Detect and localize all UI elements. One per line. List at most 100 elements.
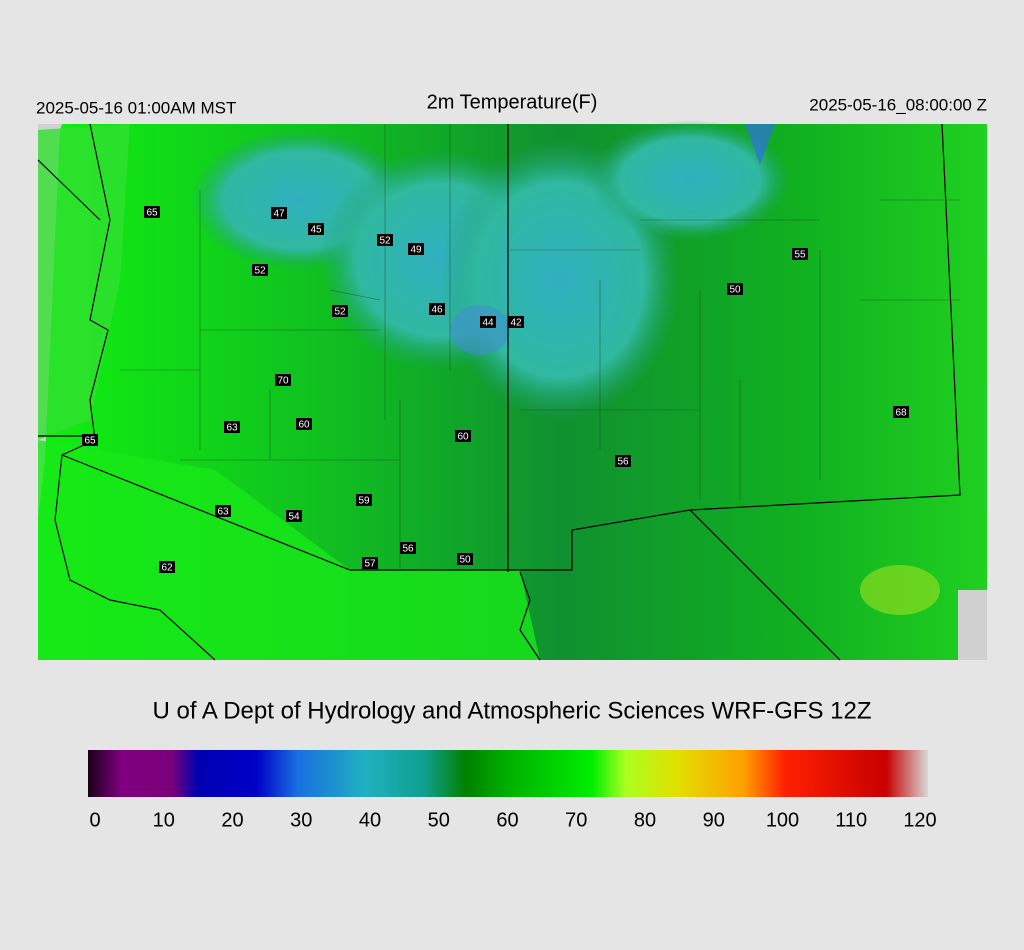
- station-box: [308, 223, 324, 235]
- station: 59: [356, 494, 372, 507]
- valid-time: 2025-05-16_08:00:00 Z: [809, 95, 987, 114]
- station-value: 42: [510, 318, 522, 329]
- station-value: 60: [457, 432, 469, 443]
- station-value: 47: [273, 209, 285, 220]
- station-value: 57: [364, 559, 376, 570]
- station-value: 50: [459, 555, 471, 566]
- colorbar-tick-label: 50: [428, 809, 450, 831]
- station-box: [286, 510, 302, 522]
- colorbar-tick-label: 70: [565, 809, 587, 831]
- station-box: [408, 243, 424, 255]
- credit: U of A Dept of Hydrology and Atmospheric…: [153, 697, 872, 724]
- station-value: 59: [358, 496, 370, 507]
- station-value: 44: [482, 318, 494, 329]
- station: 57: [362, 557, 378, 570]
- station-box: [159, 561, 175, 573]
- station-box: [275, 374, 291, 386]
- station: 62: [159, 561, 175, 574]
- station-box: [792, 248, 808, 260]
- colorbar-tick-label: 60: [496, 809, 518, 831]
- station: 70: [275, 374, 291, 387]
- station: 50: [727, 283, 743, 296]
- station-box: [727, 283, 743, 295]
- station-box: [615, 455, 631, 467]
- station: 60: [455, 430, 471, 443]
- station: 52: [377, 234, 393, 247]
- station-box: [377, 234, 393, 246]
- station-value: 65: [84, 436, 96, 447]
- colorbar-tick-label: 30: [290, 809, 312, 831]
- station: 52: [252, 264, 268, 277]
- station-box: [271, 207, 287, 219]
- station-box: [224, 421, 240, 433]
- station-value: 50: [729, 285, 741, 296]
- station-box: [400, 542, 416, 554]
- station: 42: [508, 316, 524, 329]
- colorbar-tick-label: 20: [221, 809, 243, 831]
- station-value: 45: [310, 225, 322, 236]
- station: 63: [215, 505, 231, 518]
- colorbar-tick-label: 100: [766, 809, 799, 831]
- station: 52: [332, 305, 348, 318]
- colorbar-tick-label: 80: [634, 809, 656, 831]
- station-value: 62: [161, 563, 173, 574]
- station-value: 63: [226, 423, 238, 434]
- station-value: 46: [431, 305, 443, 316]
- station-box: [429, 303, 445, 315]
- station-box: [362, 557, 378, 569]
- station-value: 65: [146, 208, 158, 219]
- map: [37, 120, 987, 661]
- station-value: 68: [895, 408, 907, 419]
- station: 63: [224, 421, 240, 434]
- station-box: [893, 406, 909, 418]
- station-value: 56: [617, 457, 629, 468]
- station: 46: [429, 303, 445, 316]
- station: 56: [400, 542, 416, 555]
- station-value: 70: [277, 376, 289, 387]
- station: 60: [296, 418, 312, 431]
- colorbar-ticks: 0 10 20 30 40 50 60 70 80 90 100 110 120: [89, 809, 936, 831]
- local-time: 2025-05-16 01:00AM MST: [36, 98, 236, 117]
- station-value: 56: [402, 544, 414, 555]
- station-box: [480, 316, 496, 328]
- station-box: [296, 418, 312, 430]
- colorbar-tick-label: 90: [703, 809, 725, 831]
- station: 56: [615, 455, 631, 468]
- station: 47: [271, 207, 287, 220]
- station: 45: [308, 223, 324, 236]
- station-value: 52: [334, 307, 346, 318]
- station: 54: [286, 510, 302, 523]
- colorbar-tick-label: 110: [835, 809, 867, 831]
- station-box: [457, 553, 473, 565]
- station-value: 52: [379, 236, 391, 247]
- station-box: [508, 316, 524, 328]
- station-value: 55: [794, 250, 806, 261]
- station-box: [144, 206, 160, 218]
- station-labels: 65 47 45 52 49 52 55 50 52 46 44 42 70 68 63 60 60 65 56 59…: [82, 206, 909, 574]
- station-box: [332, 305, 348, 317]
- station: 55: [792, 248, 808, 261]
- station-value: 54: [288, 512, 300, 523]
- station-box: [252, 264, 268, 276]
- station: 68: [893, 406, 909, 419]
- colorbar-tick-label: 10: [153, 809, 175, 831]
- station: 44: [480, 316, 496, 329]
- station-value: 63: [217, 507, 229, 518]
- station: 50: [457, 553, 473, 566]
- station-box: [82, 434, 98, 446]
- station-value: 49: [410, 245, 422, 256]
- station-value: 60: [298, 420, 310, 431]
- map-title: 2m Temperature(F): [427, 91, 598, 113]
- station: 65: [82, 434, 98, 447]
- station-box: [215, 505, 231, 517]
- colorbar-tick-label: 0: [89, 809, 100, 831]
- station-box: [455, 430, 471, 442]
- colorbar-tick-label: 120: [903, 809, 936, 831]
- colorbar-tick-label: 40: [359, 809, 381, 831]
- station: 65: [144, 206, 160, 219]
- station-box: [356, 494, 372, 506]
- colorbar: [88, 750, 928, 797]
- station-value: 52: [254, 266, 266, 277]
- station: 49: [408, 243, 424, 256]
